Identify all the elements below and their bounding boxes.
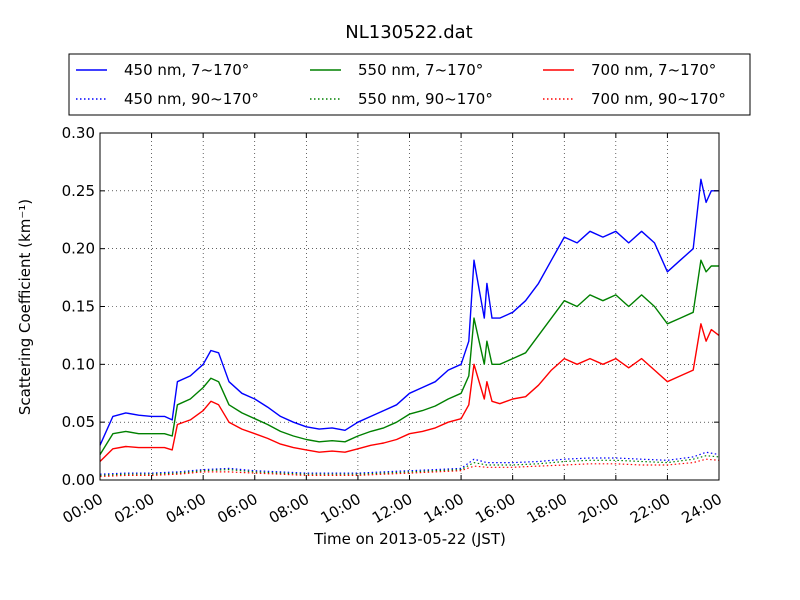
y-tick-label: 0.00 — [62, 471, 95, 489]
x-axis-label: Time on 2013-05-22 (JST) — [313, 530, 506, 548]
legend-label-5: 700 nm, 90~170° — [591, 90, 726, 108]
plot-area — [100, 133, 719, 480]
series-line-3 — [99, 451, 720, 475]
legend: 450 nm, 7~170° 550 nm, 7~170° 700 nm, 7~17… — [68, 53, 751, 116]
series-line-1 — [99, 259, 719, 455]
y-axis-ticks: 0.00 0.05 0.10 0.15 0.20 0.25 0.30 — [62, 124, 719, 489]
series-line-0 — [99, 178, 719, 446]
chart-title: NL130522.dat — [345, 22, 472, 43]
legend-label-3: 450 nm, 90~170° — [124, 90, 259, 108]
legend-box — [68, 53, 751, 116]
y-axis-label: Scattering Coefficient (km⁻¹) — [16, 199, 34, 415]
legend-label-2: 700 nm, 7~170° — [591, 61, 716, 79]
y-tick-label: 0.20 — [62, 240, 95, 258]
legend-label-0: 450 nm, 7~170° — [124, 61, 249, 79]
series-line-2 — [99, 323, 720, 462]
legend-label-4: 550 nm, 90~170° — [358, 90, 493, 108]
y-tick-label: 0.05 — [62, 413, 95, 431]
y-tick-label: 0.30 — [62, 124, 95, 142]
legend-label-1: 550 nm, 7~170° — [358, 61, 483, 79]
series-group — [99, 178, 720, 478]
y-tick-label: 0.25 — [62, 182, 95, 200]
y-tick-label: 0.15 — [62, 298, 95, 316]
y-tick-label: 0.10 — [62, 355, 95, 373]
